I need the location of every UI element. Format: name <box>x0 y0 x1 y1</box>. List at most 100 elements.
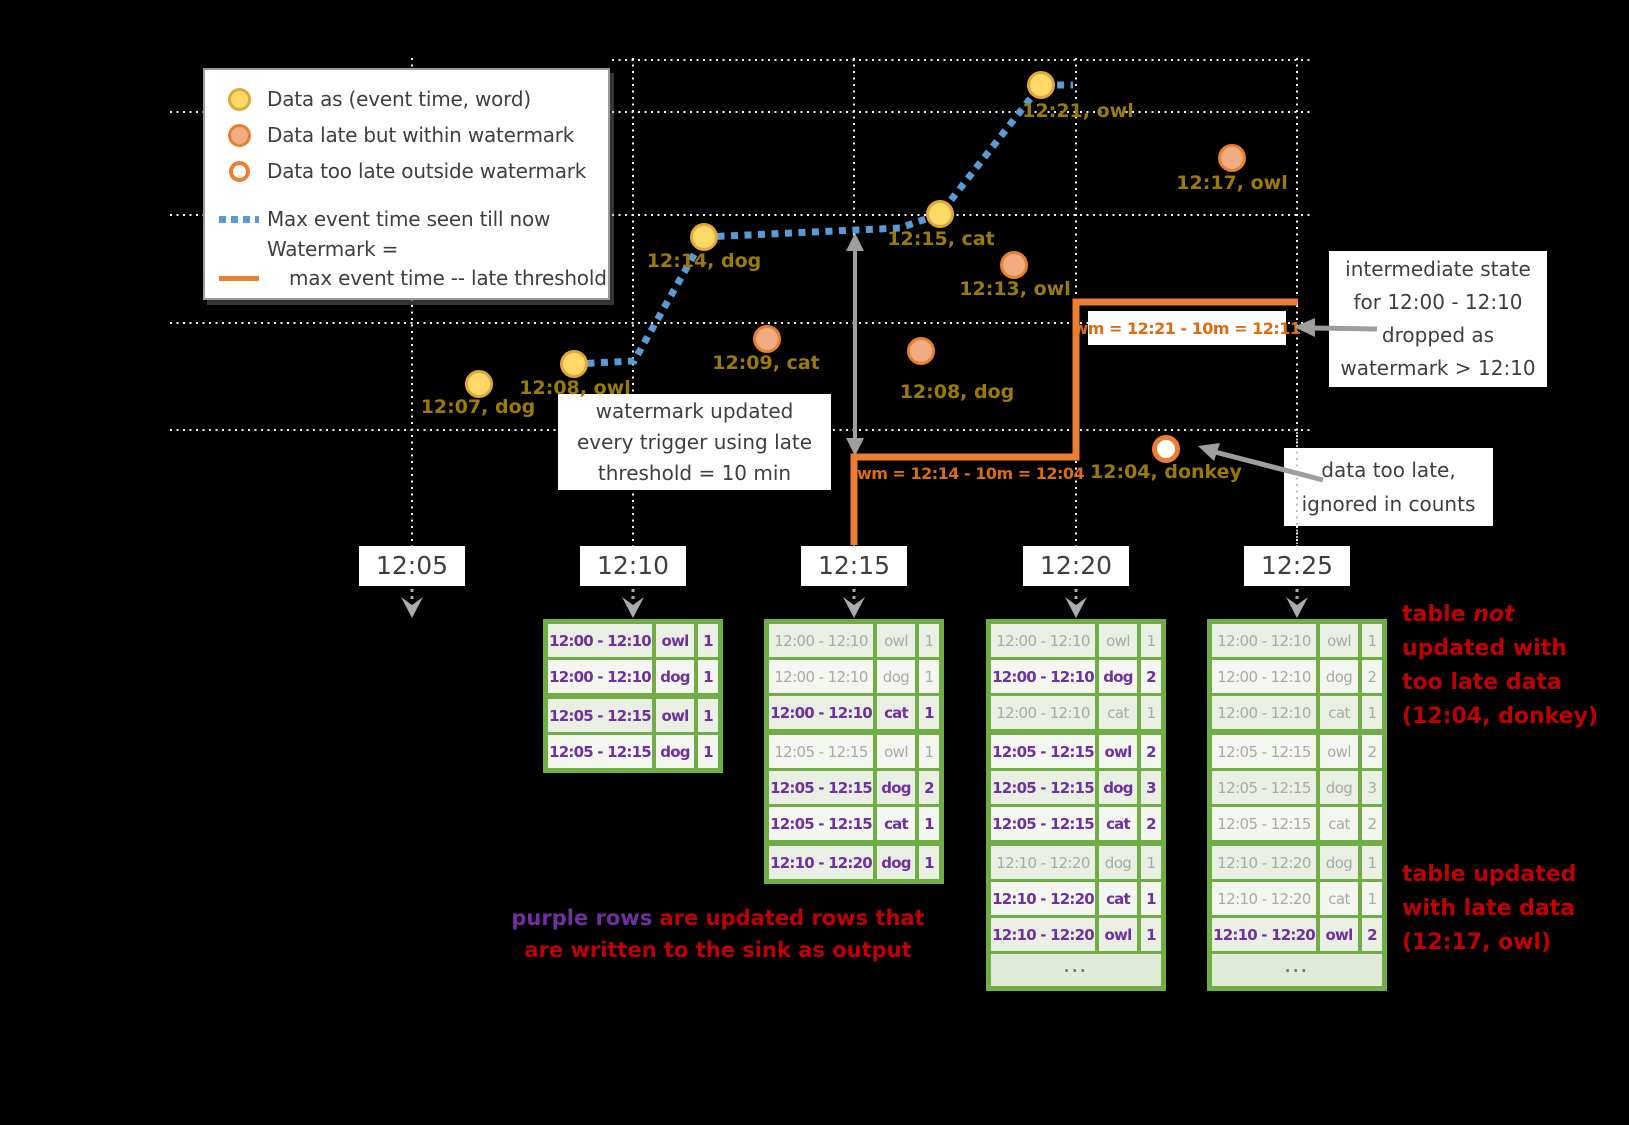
window-cell: 12:05 - 12:15 <box>991 735 1095 768</box>
window-cell: 12:05 - 12:15 <box>991 771 1095 804</box>
count-cell: 1 <box>1362 846 1382 879</box>
table-row: 12:10 - 12:20 cat 1 <box>991 882 1161 915</box>
word-cell: cat <box>1099 807 1137 840</box>
count-cell: 1 <box>1362 882 1382 915</box>
annotation-line: intermediate state <box>1345 257 1531 281</box>
count-cell: 1 <box>1141 918 1161 951</box>
window-cell: 12:05 - 12:15 <box>1212 771 1316 804</box>
window-cell: 12:00 - 12:10 <box>1212 660 1316 693</box>
result-table-12:10: 12:00 - 12:10 owl 1 12:00 - 12:10 dog 1 12:05 … <box>543 619 723 773</box>
word-cell: owl <box>1099 624 1137 657</box>
table-row: 12:00 - 12:10 dog 1 <box>548 660 718 693</box>
count-cell: 1 <box>698 624 718 657</box>
data-point-label: 12:08, dog <box>899 381 1015 403</box>
window-cell: 12:00 - 12:10 <box>769 624 873 657</box>
window-cell: 12:05 - 12:15 <box>1212 807 1316 840</box>
count-cell: 1 <box>1141 624 1161 657</box>
annotation-data-too-late: data too late, ignored in counts <box>1284 448 1493 526</box>
window-cell: 12:10 - 12:20 <box>991 846 1095 879</box>
word-cell: owl <box>1099 735 1137 768</box>
word-cell: dog <box>656 735 694 768</box>
data-point-label: 12:21, owl <box>1022 100 1134 122</box>
result-table-12:15: 12:00 - 12:10 owl 1 12:00 - 12:10 dog 1 12:00 … <box>764 619 944 884</box>
word-cell: dog <box>1099 846 1137 879</box>
table-more-rows: ⋯ <box>1212 954 1382 986</box>
annotation-line: watermark > 12:10 <box>1340 356 1536 380</box>
window-cell: 12:10 - 12:20 <box>1212 882 1316 915</box>
count-cell: 1 <box>698 699 718 732</box>
table-row: 12:00 - 12:10 dog 2 <box>1212 660 1382 693</box>
late-point-icon <box>227 123 251 147</box>
note-line: (12:04, donkey) <box>1402 704 1598 729</box>
purple-rows-highlight: purple rows <box>511 906 653 930</box>
word-cell: owl <box>1320 735 1358 768</box>
table-row: 12:00 - 12:10 dog 1 <box>769 660 939 693</box>
note-line: (12:17, owl) <box>1402 930 1552 955</box>
table-row: 12:00 - 12:10 owl 1 <box>548 624 718 657</box>
legend-label: Data too late outside watermark <box>267 159 587 183</box>
table-row: 12:10 - 12:20 owl 2 <box>1212 918 1382 951</box>
axis-tick-12:05: 12:05 <box>359 546 465 586</box>
window-cell: 12:10 - 12:20 <box>991 882 1095 915</box>
data-point-label: 12:14, dog <box>646 250 762 272</box>
data-point-label: 12:09, cat <box>712 352 820 374</box>
table-row: 12:00 - 12:10 owl 1 <box>991 624 1161 657</box>
word-cell: owl <box>656 624 694 657</box>
count-cell: 2 <box>1362 660 1382 693</box>
word-cell: owl <box>1320 624 1358 657</box>
data-point-label: 12:17, owl <box>1176 172 1288 194</box>
word-cell: dog <box>1320 846 1358 879</box>
word-cell: cat <box>1320 696 1358 729</box>
table-row: 12:00 - 12:10 dog 2 <box>991 660 1161 693</box>
legend-item-watermark-formula: max event time -- late threshold <box>219 261 607 295</box>
word-cell: cat <box>877 696 915 729</box>
word-cell: owl <box>1099 918 1137 951</box>
count-cell: 2 <box>919 771 939 804</box>
table-row: 12:05 - 12:15 dog 1 <box>548 735 718 768</box>
word-cell: cat <box>1099 882 1137 915</box>
table-row: 12:05 - 12:15 owl 1 <box>769 735 939 768</box>
annotation-line: every trigger using late <box>576 429 813 454</box>
window-cell: 12:05 - 12:15 <box>769 771 873 804</box>
legend-label: Max event time seen till now <box>267 207 551 231</box>
table-row: 12:05 - 12:15 owl 1 <box>548 699 718 732</box>
table-more-rows: ⋯ <box>991 954 1161 986</box>
axis-tick-12:15: 12:15 <box>801 546 907 586</box>
watermark-line-icon <box>219 275 259 281</box>
annotation-line: for 12:00 - 12:10 <box>1353 290 1523 314</box>
window-cell: 12:05 - 12:15 <box>1212 735 1316 768</box>
count-cell: 1 <box>698 660 718 693</box>
window-cell: 12:00 - 12:10 <box>769 696 873 729</box>
annotation-watermark-trigger: watermark updated every trigger using la… <box>558 394 831 490</box>
word-cell: cat <box>1320 807 1358 840</box>
count-cell: 1 <box>919 846 939 879</box>
axis-tick-12:20: 12:20 <box>1023 546 1129 586</box>
data-point-label: 12:07, dog <box>420 396 536 418</box>
legend-item-watermark: Watermark = <box>219 232 398 266</box>
count-cell: 1 <box>919 696 939 729</box>
note-line: table updated <box>1402 862 1577 887</box>
window-cell: 12:00 - 12:10 <box>991 696 1095 729</box>
axis-tick-12:25: 12:25 <box>1244 546 1350 586</box>
window-cell: 12:00 - 12:10 <box>1212 696 1316 729</box>
word-cell: dog <box>1099 660 1137 693</box>
data-point-label: 12:13, owl <box>959 278 1071 300</box>
table-row: 12:05 - 12:15 owl 2 <box>991 735 1161 768</box>
legend-item-late: Data late but within watermark <box>219 118 574 152</box>
data-point-label: 12:04, donkey <box>1090 461 1242 483</box>
annotation-intermediate-state: intermediate state for 12:00 - 12:10 dro… <box>1329 251 1547 387</box>
legend-item-too-late: Data too late outside watermark <box>219 154 586 188</box>
window-cell: 12:05 - 12:15 <box>769 735 873 768</box>
count-cell: 1 <box>919 735 939 768</box>
data-point-label: 12:15, cat <box>887 228 995 250</box>
table-row: 12:00 - 12:10 owl 1 <box>769 624 939 657</box>
result-table-12:25: 12:00 - 12:10 owl 1 12:00 - 12:10 dog 2 12:00 … <box>1207 619 1387 991</box>
table-row: 12:05 - 12:15 cat 2 <box>991 807 1161 840</box>
window-cell: 12:00 - 12:10 <box>769 660 873 693</box>
window-cell: 12:00 - 12:10 <box>1212 624 1316 657</box>
count-cell: 1 <box>1141 882 1161 915</box>
window-cell: 12:00 - 12:10 <box>991 660 1095 693</box>
legend-label: Watermark = <box>267 237 399 261</box>
window-cell: 12:00 - 12:10 <box>548 624 652 657</box>
